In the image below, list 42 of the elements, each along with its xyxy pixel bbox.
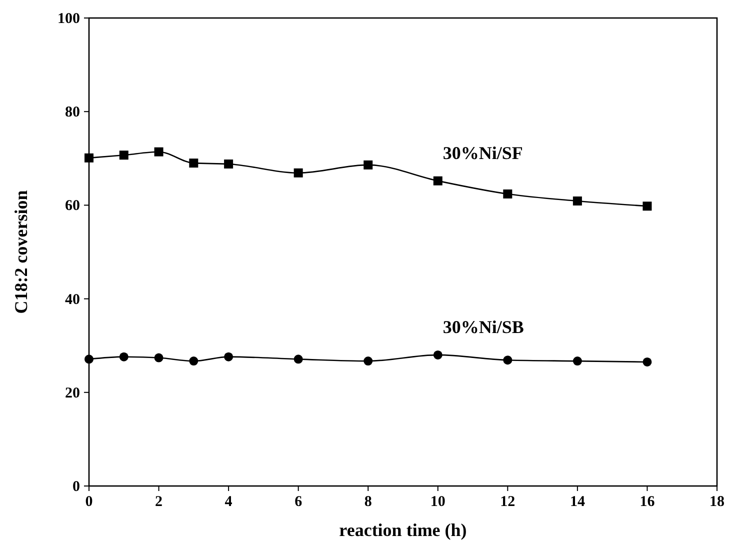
y-tick-label: 80 bbox=[65, 104, 80, 121]
point bbox=[189, 356, 198, 366]
y-tick-label: 60 bbox=[65, 198, 80, 214]
point bbox=[364, 356, 373, 366]
x-tick-label: 0 bbox=[85, 494, 93, 510]
x-tick-label: 14 bbox=[570, 494, 586, 510]
y-tick-label: 20 bbox=[65, 385, 80, 402]
point bbox=[433, 350, 442, 360]
point bbox=[119, 352, 128, 362]
x-tick-label: 16 bbox=[640, 494, 656, 510]
y-axis-title: C18:2 coversion bbox=[11, 190, 31, 314]
point bbox=[503, 356, 512, 365]
series-label: 30%Ni/SB bbox=[442, 316, 524, 337]
x-axis-title: reaction time (h) bbox=[339, 520, 467, 540]
point bbox=[572, 196, 582, 206]
point bbox=[84, 153, 94, 162]
y-tick-label: 0 bbox=[72, 479, 80, 495]
point bbox=[364, 160, 373, 170]
point bbox=[84, 354, 94, 364]
point bbox=[433, 176, 442, 186]
x-tick-label: 6 bbox=[294, 494, 303, 510]
y-tick-label: 100 bbox=[58, 11, 80, 27]
x-tick-label: 2 bbox=[155, 494, 163, 510]
point bbox=[294, 168, 303, 178]
point bbox=[224, 352, 234, 362]
series-label: 30%Ni/SF bbox=[442, 142, 523, 163]
point bbox=[294, 354, 303, 364]
point bbox=[642, 202, 652, 211]
point bbox=[224, 160, 234, 169]
point bbox=[642, 357, 652, 366]
x-tick-label: 10 bbox=[430, 494, 446, 510]
x-tick-label: 4 bbox=[224, 494, 233, 510]
point bbox=[503, 189, 512, 198]
point bbox=[119, 150, 128, 160]
x-tick-label: 8 bbox=[364, 494, 372, 510]
x-tick-label: 18 bbox=[710, 494, 724, 510]
point bbox=[154, 353, 164, 362]
point bbox=[572, 356, 582, 366]
point bbox=[154, 147, 164, 156]
x-tick-label: 12 bbox=[500, 494, 516, 510]
point bbox=[189, 158, 198, 168]
y-tick-label: 40 bbox=[65, 292, 80, 308]
